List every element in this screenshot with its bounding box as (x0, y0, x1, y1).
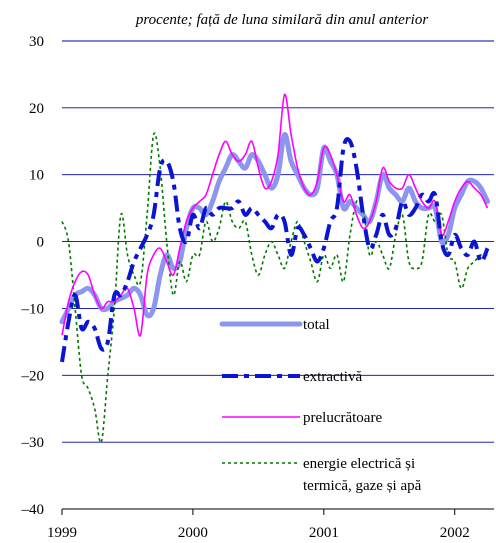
y-tick-label: 0 (37, 235, 45, 251)
legend-label-prelucratoare: prelucrătoare (303, 410, 382, 426)
y-tick-label: 30 (29, 34, 44, 50)
y-tick-label: –10 (21, 301, 45, 317)
series-line-prelucratoare (61, 93, 489, 337)
series-lines (59, 93, 490, 444)
y-tick-label: 10 (29, 168, 44, 184)
x-tick-label: 1999 (47, 525, 77, 541)
series-line-total (59, 132, 490, 325)
chart-subtitle: procente; față de luna similară din anul… (135, 12, 429, 28)
legend-label-energie: energie electrică și (303, 456, 415, 472)
legend: total extractivă prelucrătoare energie elec… (219, 317, 422, 494)
y-tick-label: 20 (29, 101, 44, 117)
series-line-energie (61, 132, 488, 444)
x-tick-label: 2000 (178, 525, 208, 541)
x-tick-label: 2002 (440, 525, 470, 541)
legend-label-total: total (303, 317, 330, 333)
x-axis: 1999 2000 2001 2002 (47, 508, 494, 541)
y-tick-label: –20 (21, 368, 45, 384)
y-tick-label: –40 (21, 502, 45, 518)
gridlines (62, 40, 494, 510)
series-line-extractiva (60, 136, 490, 363)
legend-label-extractiva: extractivă (303, 369, 362, 385)
legend-label-energie: termică, gaze și apă (303, 478, 422, 494)
y-tick-label: –30 (21, 435, 45, 451)
y-axis-ticks: 30 20 10 0 –10 –20 –30 –40 (21, 34, 45, 518)
x-tick-label: 2001 (309, 525, 339, 541)
